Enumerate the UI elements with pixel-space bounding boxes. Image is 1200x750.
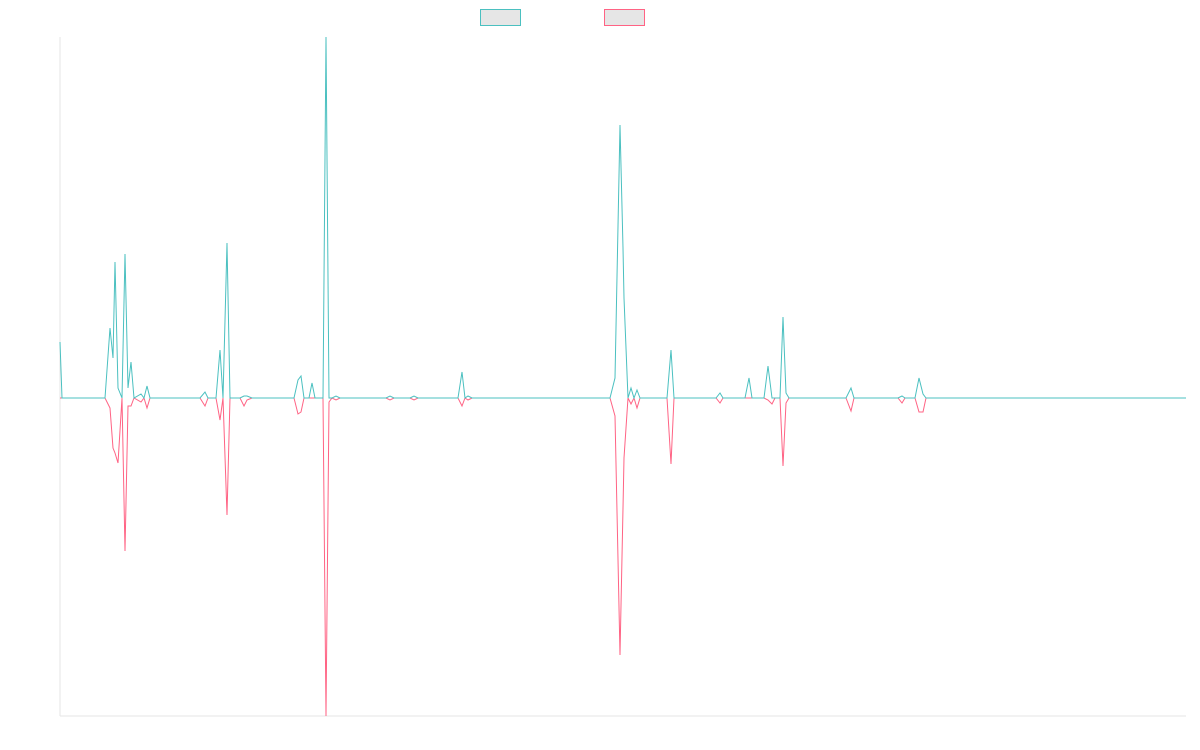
legend-swatch <box>480 9 521 26</box>
series-line <box>59 36 1186 400</box>
series-line <box>60 396 1186 717</box>
legend-swatch <box>604 9 645 26</box>
